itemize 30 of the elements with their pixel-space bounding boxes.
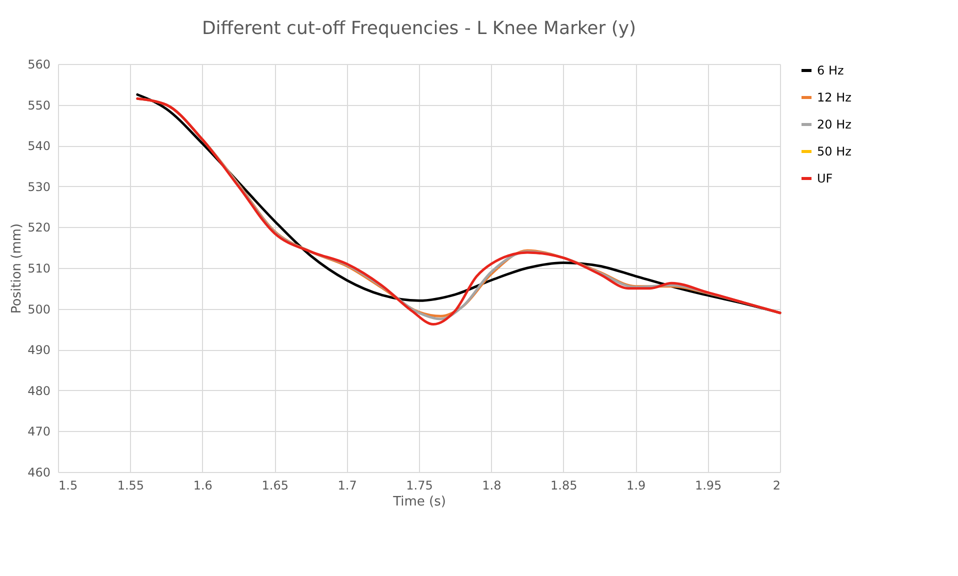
y-tick-label: 500 <box>28 302 50 316</box>
legend-label: 6 Hz <box>817 64 844 78</box>
y-tick-label: 530 <box>28 180 50 194</box>
legend-label: 50 Hz <box>817 144 852 158</box>
chart-title: Different cut-off Frequencies - L Knee Marker (y) <box>202 18 636 39</box>
y-tick-label: 470 <box>28 424 50 439</box>
x-tick-label: 1.75 <box>406 478 433 492</box>
x-tick-label: 1.7 <box>338 478 357 492</box>
y-tick-label: 520 <box>28 220 50 235</box>
x-axis-title: Time (s) <box>392 494 446 510</box>
legend-label: 20 Hz <box>817 118 852 132</box>
x-tick-label: 1.6 <box>193 478 212 492</box>
x-tick-label: 2 <box>772 478 780 492</box>
y-tick-label: 510 <box>28 262 50 276</box>
legend-label: UF <box>817 172 833 186</box>
y-tick-label: 480 <box>28 384 50 398</box>
legend-label: 12 Hz <box>817 90 852 104</box>
y-axis-title: Position (mm) <box>10 223 25 314</box>
y-tick-label: 550 <box>28 98 50 112</box>
x-tick-label: 1.95 <box>694 478 722 492</box>
y-tick-label: 560 <box>28 58 50 72</box>
y-tick-label: 460 <box>28 466 50 480</box>
x-tick-label: 1.55 <box>117 478 144 492</box>
x-tick-label: 1.65 <box>262 478 288 492</box>
x-tick-label: 1.8 <box>482 478 502 492</box>
y-tick-label: 540 <box>28 139 50 154</box>
x-tick-label: 1.5 <box>58 478 78 492</box>
x-tick-label: 1.9 <box>626 478 646 492</box>
x-tick-label: 1.85 <box>550 478 578 492</box>
y-tick-label: 490 <box>28 343 50 358</box>
